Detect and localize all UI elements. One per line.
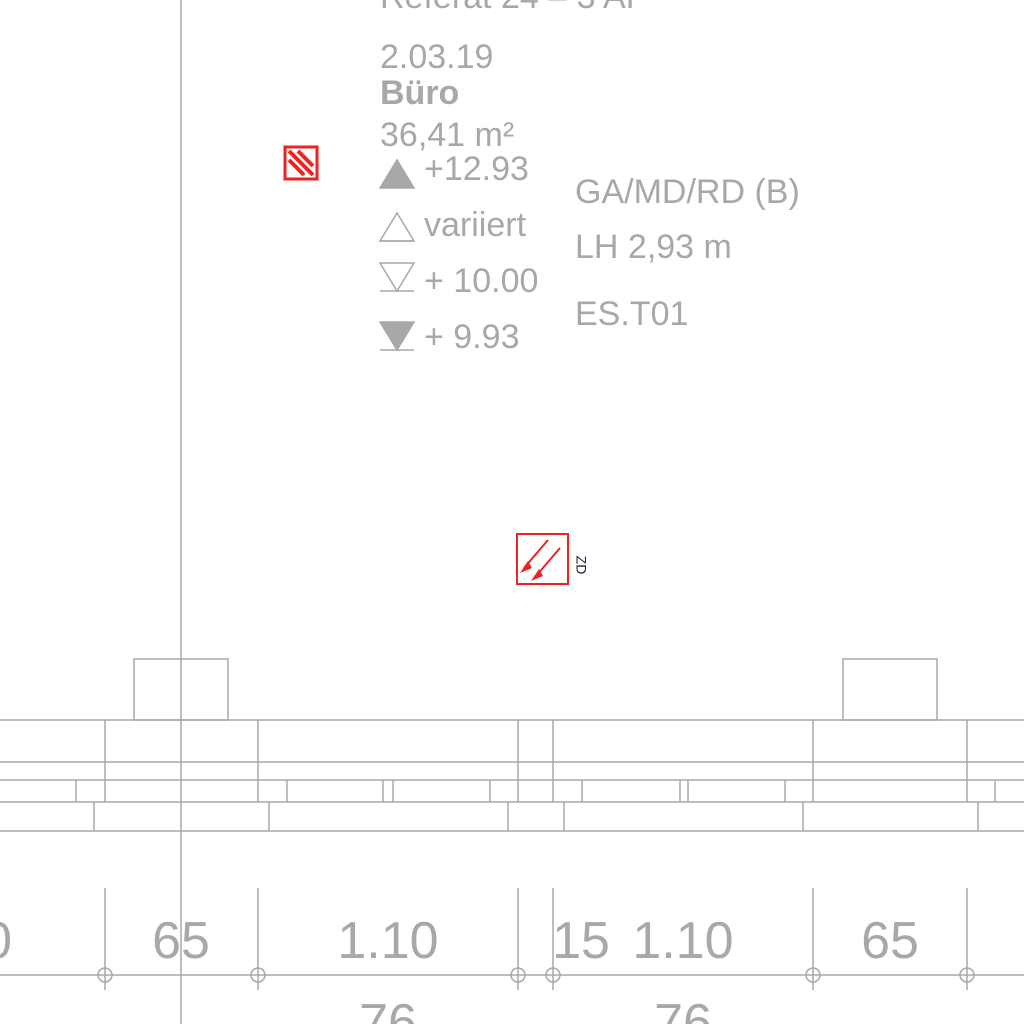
symbol-label: ZD <box>573 556 589 575</box>
level-text: + 10.00 <box>424 262 538 300</box>
info-text: ES.T01 <box>575 295 688 333</box>
room-header: Referat 24 – 3 AP <box>380 0 648 16</box>
info-text: LH 2,93 m <box>575 228 732 266</box>
dimension-text: 65 <box>152 912 210 970</box>
dimension-text: 15 <box>552 912 610 970</box>
dimension-text: 1.10 <box>0 912 12 970</box>
dimension-text: 1.10 <box>337 912 438 970</box>
level-symbols <box>378 158 416 352</box>
dimension-text: 1.10 <box>632 912 733 970</box>
room-area: 36,41 m² <box>380 116 514 154</box>
room-number: 2.03.19 <box>380 38 493 76</box>
fire-symbol <box>283 145 319 181</box>
info-text: GA/MD/RD (B) <box>575 173 800 211</box>
room-name: Büro <box>380 74 459 112</box>
level-text: + 9.93 <box>424 318 519 356</box>
level-text: +12.93 <box>424 150 529 188</box>
dimension-text: 76 <box>359 994 417 1024</box>
level-text: variiert <box>424 206 527 244</box>
dimension-text: 65 <box>861 912 919 970</box>
dimension-text: 76 <box>654 994 712 1024</box>
zd-symbol: ZD <box>516 533 589 585</box>
